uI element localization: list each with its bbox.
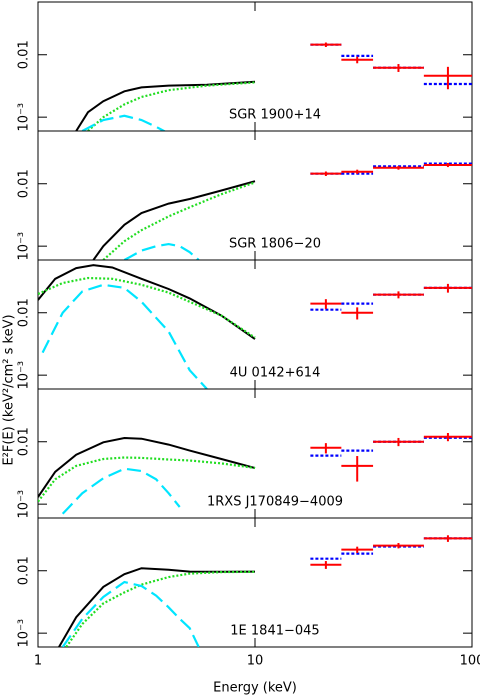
plot-area bbox=[75, 42, 472, 131]
model-curve bbox=[81, 114, 167, 131]
y-tick-label: 10⁻³ bbox=[17, 490, 32, 519]
y-tick-label: 10⁻³ bbox=[17, 232, 32, 261]
y-axis-label: E²F(E) (keV²/cm² s keV) bbox=[2, 314, 17, 465]
source-label: 1RXS J170849−4009 bbox=[207, 495, 343, 510]
model-curve bbox=[41, 283, 208, 389]
model-curve bbox=[38, 276, 256, 339]
y-tick-label: 10⁻³ bbox=[17, 361, 32, 390]
panel: 10⁻³ 0.01 1RXS J170849−4009 bbox=[17, 388, 473, 519]
y-tick-label: 0.01 bbox=[17, 556, 32, 585]
x-tick-label: 1 bbox=[34, 654, 42, 669]
model-curve bbox=[38, 264, 256, 340]
panel: 10⁻³ 0.01 SGR 1806−20 bbox=[17, 130, 473, 261]
y-tick-label: 10⁻³ bbox=[17, 619, 32, 648]
model-curve bbox=[61, 467, 181, 515]
y-tick-label: 0.01 bbox=[17, 427, 32, 456]
model-curve bbox=[92, 180, 256, 260]
y-tick-label: 10⁻³ bbox=[17, 103, 32, 132]
model-curve bbox=[75, 80, 256, 131]
model-curve bbox=[87, 81, 256, 131]
model-curve bbox=[65, 570, 256, 647]
y-tick-label: 0.01 bbox=[17, 169, 32, 198]
plot-area bbox=[58, 535, 472, 647]
source-label: 4U 0142+614 bbox=[230, 366, 321, 381]
model-curve bbox=[38, 436, 256, 498]
plot-area bbox=[38, 433, 472, 515]
source-label: SGR 1806−20 bbox=[229, 237, 321, 252]
source-label: SGR 1900+14 bbox=[229, 108, 321, 123]
source-label: 1E 1841−045 bbox=[230, 624, 319, 639]
model-curve bbox=[61, 580, 200, 647]
panel: 10⁻³ 0.01 SGR 1900+14 bbox=[17, 1, 473, 132]
model-curve bbox=[123, 242, 200, 260]
model-curve bbox=[102, 181, 256, 260]
plot-area bbox=[92, 162, 472, 260]
model-curve bbox=[58, 567, 256, 647]
plot-area bbox=[38, 264, 472, 389]
panel: 10⁻³ 0.01 4U 0142+614 bbox=[17, 259, 473, 390]
x-axis-label: Energy (keV) bbox=[213, 681, 297, 696]
x-tick-label: 100 bbox=[460, 654, 480, 669]
model-curve bbox=[38, 456, 256, 503]
y-tick-label: 0.01 bbox=[17, 40, 32, 69]
y-tick-label: 0.01 bbox=[17, 298, 32, 327]
panel: 10⁻³ 0.01 1 10 100 1E 1841−045 bbox=[17, 517, 480, 669]
x-tick-label: 10 bbox=[247, 654, 264, 669]
